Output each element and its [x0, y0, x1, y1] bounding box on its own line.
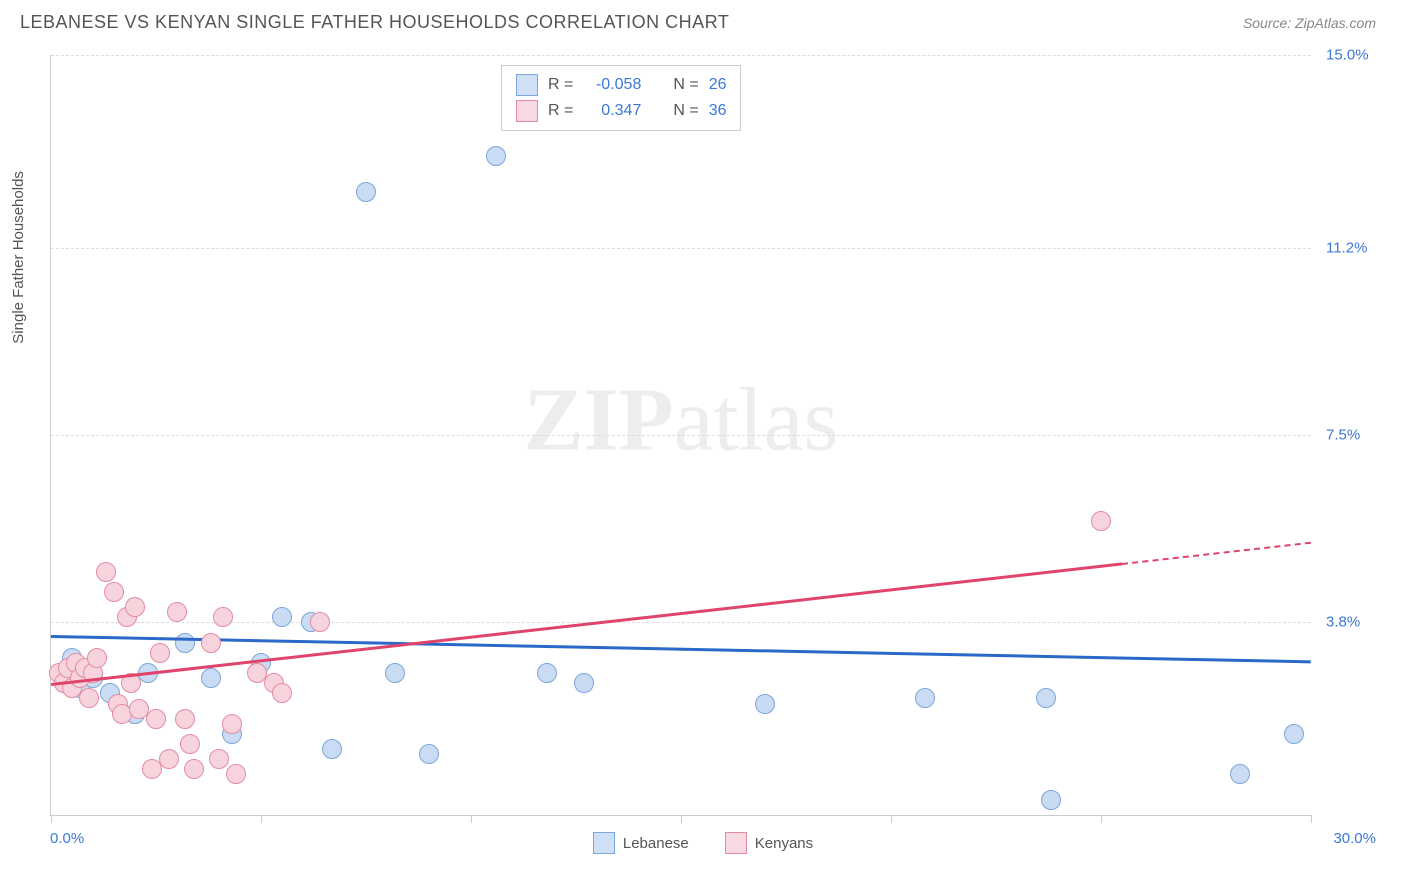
- x-tick: [261, 815, 262, 823]
- data-point-lebanese: [574, 673, 594, 693]
- legend-label: Kenyans: [755, 835, 813, 852]
- scatter-chart: ZIPatlas R =-0.058N =26R =0.347N =36 15.…: [50, 55, 1311, 816]
- data-point-kenyans: [222, 714, 242, 734]
- source-label: Source: ZipAtlas.com: [1243, 15, 1376, 31]
- gridline: [51, 248, 1311, 249]
- data-point-lebanese: [1230, 764, 1250, 784]
- data-point-lebanese: [755, 694, 775, 714]
- y-tick-label: 7.5%: [1326, 427, 1386, 444]
- data-point-kenyans: [125, 597, 145, 617]
- data-point-kenyans: [209, 749, 229, 769]
- y-axis-title: Single Father Households: [10, 171, 27, 344]
- data-point-kenyans: [184, 759, 204, 779]
- data-point-kenyans: [104, 582, 124, 602]
- data-point-lebanese: [1284, 724, 1304, 744]
- data-point-kenyans: [150, 643, 170, 663]
- x-tick: [681, 815, 682, 823]
- data-point-lebanese: [537, 663, 557, 683]
- data-point-lebanese: [272, 607, 292, 627]
- x-tick: [891, 815, 892, 823]
- data-point-kenyans: [1091, 511, 1111, 531]
- bottom-legend: Lebanese Kenyans: [0, 832, 1406, 858]
- data-point-kenyans: [180, 734, 200, 754]
- data-point-kenyans: [272, 683, 292, 703]
- legend-label: Lebanese: [623, 835, 689, 852]
- data-point-kenyans: [213, 607, 233, 627]
- data-point-lebanese: [1041, 790, 1061, 810]
- gridline: [51, 55, 1311, 56]
- legend-item-lebanese: Lebanese: [593, 832, 689, 854]
- data-point-kenyans: [146, 709, 166, 729]
- data-point-kenyans: [96, 562, 116, 582]
- data-point-lebanese: [356, 182, 376, 202]
- trend-line: [51, 635, 1311, 663]
- x-tick: [1101, 815, 1102, 823]
- swatch-lebanese: [516, 74, 538, 96]
- data-point-lebanese: [175, 633, 195, 653]
- y-tick-label: 3.8%: [1326, 614, 1386, 631]
- data-point-lebanese: [385, 663, 405, 683]
- trend-line: [1122, 541, 1311, 564]
- data-point-lebanese: [322, 739, 342, 759]
- data-point-kenyans: [159, 749, 179, 769]
- watermark: ZIPatlas: [524, 368, 839, 471]
- data-point-lebanese: [1036, 688, 1056, 708]
- legend-swatch-kenyans: [725, 832, 747, 854]
- data-point-kenyans: [167, 602, 187, 622]
- swatch-kenyans: [516, 100, 538, 122]
- stats-row-kenyans: R =0.347N =36: [516, 98, 726, 124]
- legend-swatch-lebanese: [593, 832, 615, 854]
- data-point-kenyans: [175, 709, 195, 729]
- chart-title: LEBANESE VS KENYAN SINGLE FATHER HOUSEHO…: [20, 12, 729, 33]
- gridline: [51, 622, 1311, 623]
- stats-row-lebanese: R =-0.058N =26: [516, 72, 726, 98]
- gridline: [51, 435, 1311, 436]
- data-point-kenyans: [226, 764, 246, 784]
- y-tick-label: 11.2%: [1326, 239, 1386, 256]
- data-point-lebanese: [419, 744, 439, 764]
- legend-item-kenyans: Kenyans: [725, 832, 813, 854]
- data-point-lebanese: [201, 668, 221, 688]
- y-tick-label: 15.0%: [1326, 47, 1386, 64]
- data-point-lebanese: [915, 688, 935, 708]
- data-point-kenyans: [87, 648, 107, 668]
- chart-header: LEBANESE VS KENYAN SINGLE FATHER HOUSEHO…: [0, 0, 1406, 43]
- stats-legend-box: R =-0.058N =26R =0.347N =36: [501, 65, 741, 131]
- data-point-kenyans: [201, 633, 221, 653]
- trend-line: [51, 563, 1122, 686]
- x-tick: [51, 815, 52, 823]
- data-point-kenyans: [79, 688, 99, 708]
- x-tick: [1311, 815, 1312, 823]
- x-tick: [471, 815, 472, 823]
- data-point-lebanese: [486, 146, 506, 166]
- data-point-kenyans: [310, 612, 330, 632]
